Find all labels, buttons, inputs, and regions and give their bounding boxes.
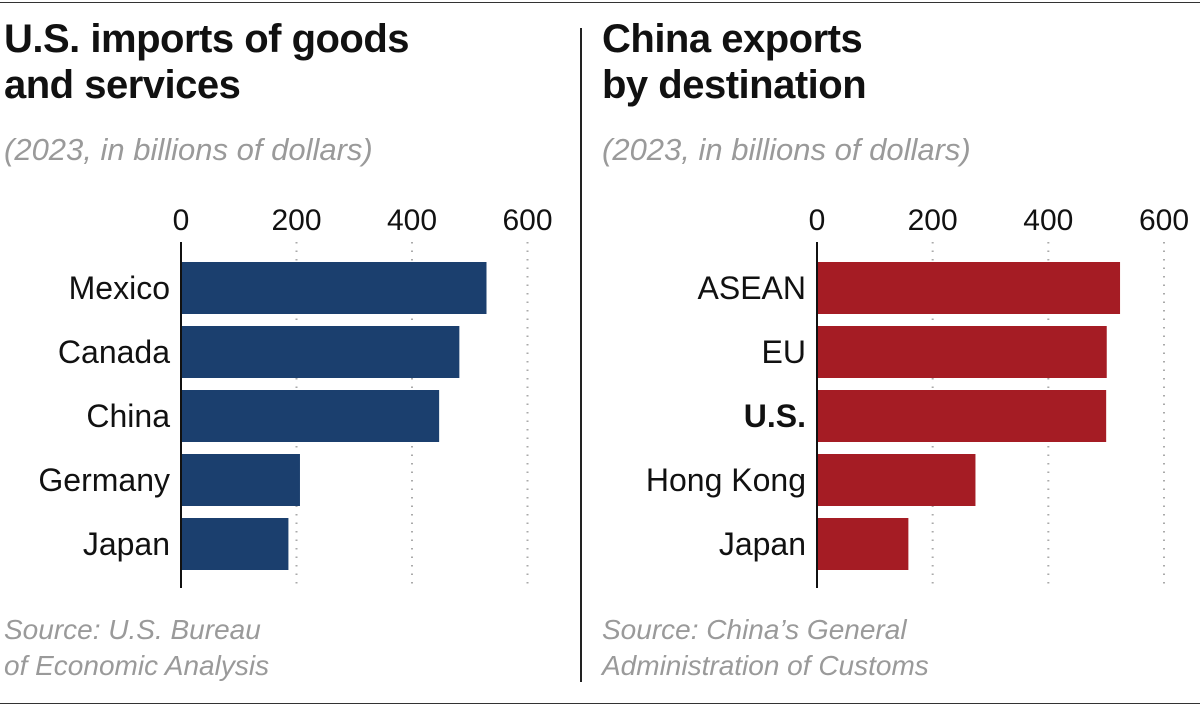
bar-germany — [181, 454, 300, 506]
category-label: Germany — [38, 462, 170, 498]
bar-eu — [817, 326, 1107, 378]
source-note: Source: China’s General Administration o… — [602, 612, 929, 684]
x-tick-label: 200 — [908, 204, 958, 237]
title-line-2: and services — [4, 63, 241, 107]
source-line-2: Administration of Customs — [602, 650, 929, 681]
category-label: Mexico — [69, 270, 170, 306]
panel-divider — [580, 28, 582, 682]
bottom-rule — [0, 703, 1200, 704]
bar-mexico — [181, 262, 487, 314]
source-note: Source: U.S. Bureau of Economic Analysis — [4, 612, 269, 684]
bar-japan — [817, 518, 909, 570]
category-label: Japan — [83, 526, 170, 562]
x-tick-label: 0 — [173, 204, 190, 237]
bar-canada — [181, 326, 460, 378]
bar-hong-kong — [817, 454, 976, 506]
bar-asean — [817, 262, 1121, 314]
top-rule — [0, 2, 1200, 3]
x-tick-label: 600 — [1139, 204, 1189, 237]
china-exports-bar-chart: 0 200 400 600 ASEAN EU U.S. Hong Kong Japan — [646, 204, 1189, 588]
source-line-2: of Economic Analysis — [4, 650, 270, 681]
source-line-1: Source: China’s General — [602, 614, 907, 645]
chart-title: China exports by destination — [602, 16, 867, 108]
bar-china — [181, 390, 440, 442]
bar-u-s- — [817, 390, 1107, 442]
category-label: U.S. — [744, 398, 806, 434]
x-tick-label: 0 — [809, 204, 826, 237]
chart-subtitle: (2023, in billions of dollars) — [602, 132, 971, 167]
category-label: Japan — [719, 526, 806, 562]
chart-title: U.S. imports of goods and services — [4, 16, 410, 108]
chart-subtitle: (2023, in billions of dollars) — [4, 132, 373, 167]
bar-japan — [181, 518, 289, 570]
category-label: China — [86, 398, 170, 434]
source-line-1: Source: U.S. Bureau — [4, 614, 261, 645]
category-label: Hong Kong — [646, 462, 806, 498]
title-line-1: China exports — [602, 17, 863, 61]
category-label: EU — [762, 334, 806, 370]
x-tick-label: 400 — [387, 204, 437, 237]
x-tick-label: 600 — [502, 204, 552, 237]
x-tick-label: 400 — [1023, 204, 1073, 237]
category-label: ASEAN — [698, 270, 806, 306]
title-line-2: by destination — [602, 63, 867, 107]
us-imports-panel: U.S. imports of goods and services (2023… — [0, 0, 580, 707]
title-line-1: U.S. imports of goods — [4, 17, 410, 61]
category-label: Canada — [58, 334, 170, 370]
china-exports-panel: China exports by destination (2023, in b… — [598, 0, 1189, 707]
x-tick-label: 200 — [271, 204, 321, 237]
us-imports-bar-chart: 0 200 400 600 Mexico Canada China Germany Japan — [38, 204, 553, 588]
